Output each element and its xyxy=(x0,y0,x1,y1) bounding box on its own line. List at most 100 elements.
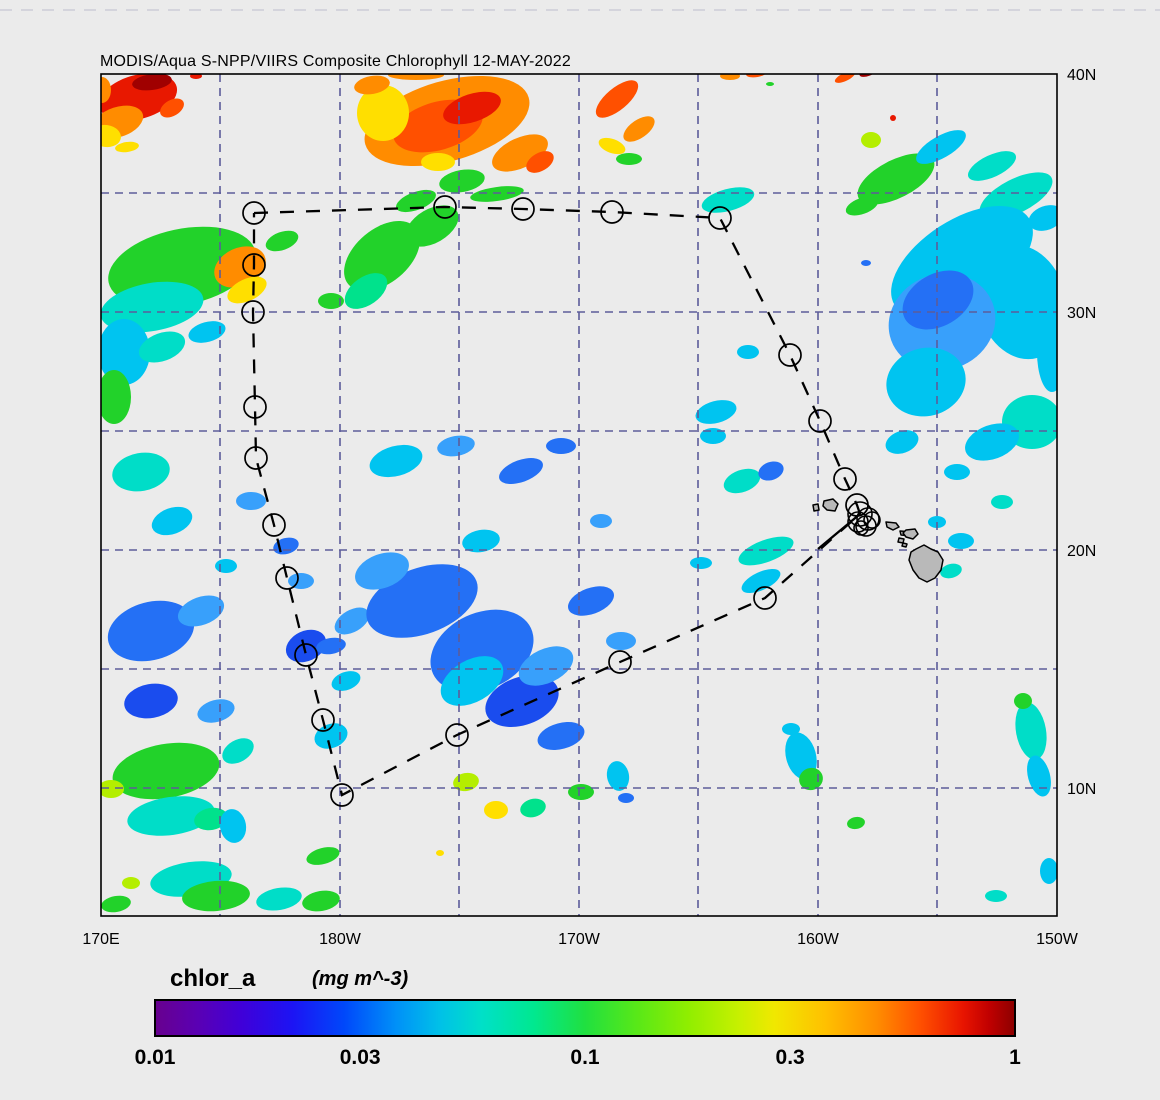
track-waypoint xyxy=(708,206,732,230)
chlorophyll-patch xyxy=(273,537,299,555)
island-kahoolawe xyxy=(901,542,908,548)
chlorophyll-patch xyxy=(695,400,737,424)
chlorophyll-patch xyxy=(331,671,361,691)
chlorophyll-patch xyxy=(138,331,186,363)
chlorophyll-patch xyxy=(219,809,247,843)
grid-layer xyxy=(101,74,1057,916)
chlorophyll-patch xyxy=(115,141,139,153)
colorbar-units: (mg m^-3) xyxy=(312,968,408,990)
track-waypoint xyxy=(330,783,354,807)
chlorophyll-patch xyxy=(520,798,546,818)
chlorophyll-patch xyxy=(101,370,131,424)
chlorophyll-patch xyxy=(885,430,919,454)
chlorophyll-patch xyxy=(288,573,314,589)
track-waypoint-cluster xyxy=(853,520,869,536)
chlorophyll-patch xyxy=(151,506,193,536)
chlorophyll-patch xyxy=(690,557,712,569)
track-waypoint xyxy=(753,586,777,610)
chlorophyll-patch xyxy=(302,890,340,912)
chlorophyll-patch xyxy=(568,784,594,800)
chlorophyll-patch xyxy=(701,187,755,213)
chlorophyll-patch xyxy=(182,880,250,912)
track-waypoint xyxy=(243,395,267,419)
chlorophyll-patch xyxy=(470,186,524,202)
track-cluster-spur xyxy=(817,513,861,550)
chlorophyll-patch xyxy=(1040,858,1057,884)
chlorophyll-patch xyxy=(526,151,554,173)
chlorophyll-patch xyxy=(344,220,420,292)
chlorophyll-patch xyxy=(720,74,740,80)
lat-tick-label: 10N xyxy=(1067,781,1096,798)
chlorophyll-patch xyxy=(314,723,348,749)
chlorophyll-patch xyxy=(965,423,1019,461)
chlorophyll-patch xyxy=(944,464,970,480)
chlorophyll-patch xyxy=(967,151,1017,181)
chlorophyll-patch xyxy=(758,461,784,481)
track-waypoint xyxy=(778,343,802,367)
colorbar xyxy=(154,999,1016,1037)
chlorophyll-patch xyxy=(738,536,794,566)
chlorophyll-patch xyxy=(948,533,974,549)
chlorophyll-patch xyxy=(421,153,455,171)
chlorophyll-patch xyxy=(1014,693,1032,709)
chlorophyll-patch xyxy=(160,98,184,118)
map-border xyxy=(100,73,1058,917)
island-kauai xyxy=(822,498,839,512)
track-waypoint xyxy=(833,467,857,491)
island-hawaii-big-island xyxy=(908,544,944,583)
chlorophyll-patch xyxy=(598,137,626,155)
chlorophyll-patch xyxy=(101,780,124,798)
chlorophyll-patch xyxy=(396,189,436,213)
chlorophyll-patch xyxy=(124,683,178,719)
track-waypoint xyxy=(445,723,469,747)
chlorophyll-patch xyxy=(453,772,479,792)
track-waypoint xyxy=(242,201,266,225)
track-waypoint xyxy=(262,513,286,537)
chlorophyll-patch xyxy=(518,646,574,686)
chlorophyll-patch xyxy=(985,890,1007,902)
lon-tick-label: 160W xyxy=(797,931,840,948)
chlorophyll-patch xyxy=(616,153,642,165)
chlorophyll-patch xyxy=(132,74,172,91)
chlorophyll-patch xyxy=(188,321,226,343)
chlorophyll-patch xyxy=(334,607,370,635)
chlorophyll-patch xyxy=(1027,755,1051,797)
islands-layer xyxy=(812,498,944,583)
track-waypoint xyxy=(808,409,832,433)
chlorophyll-patch xyxy=(847,816,865,830)
chlorophyll-patch xyxy=(101,77,111,103)
chlorophyll-patch xyxy=(215,559,237,573)
chlorophyll-patch xyxy=(857,153,935,205)
colorbar-tick-label: 0.3 xyxy=(776,1046,805,1069)
chlorophyll-patch xyxy=(916,130,966,164)
chlorophyll-patch xyxy=(306,847,340,865)
chlorophyll-patch xyxy=(222,738,254,764)
island-niihau xyxy=(812,503,820,512)
chlorophyll-patch xyxy=(388,74,444,80)
chlorophyll-patch xyxy=(845,196,879,216)
chlorophyll-patch xyxy=(890,115,896,121)
chlorophyll-patch xyxy=(618,793,634,803)
lon-tick-label: 170E xyxy=(82,931,119,948)
chlorophyll-patch xyxy=(723,468,761,494)
chlorophyll-patch xyxy=(122,877,140,889)
chlorophyll-patch xyxy=(357,85,409,141)
track-waypoint xyxy=(294,643,318,667)
chlorophyll-patch xyxy=(623,116,655,142)
chlorophyll-patch xyxy=(437,435,475,457)
figure-title: MODIS/Aqua S-NPP/VIIRS Composite Chlorop… xyxy=(100,53,571,70)
chlorophyll-patch xyxy=(861,260,871,266)
axis-labels: 170E 180W 170W 160W 150W 40N 30N 20N 10N xyxy=(82,67,1096,948)
chlorophyll-patch xyxy=(354,75,390,95)
chlorophyll-patch xyxy=(700,428,726,444)
chlorophyll-patch xyxy=(606,761,630,791)
track-path xyxy=(251,205,862,797)
chlorophyll-patch xyxy=(940,563,962,579)
chlorophyll-patch xyxy=(546,438,576,454)
chlorophyll-patch xyxy=(107,600,195,662)
chlorophyll-patch xyxy=(369,444,423,478)
chlorophyll-patch xyxy=(227,276,267,304)
island-lanai xyxy=(897,537,905,544)
chlorophyll-patch xyxy=(112,742,220,800)
